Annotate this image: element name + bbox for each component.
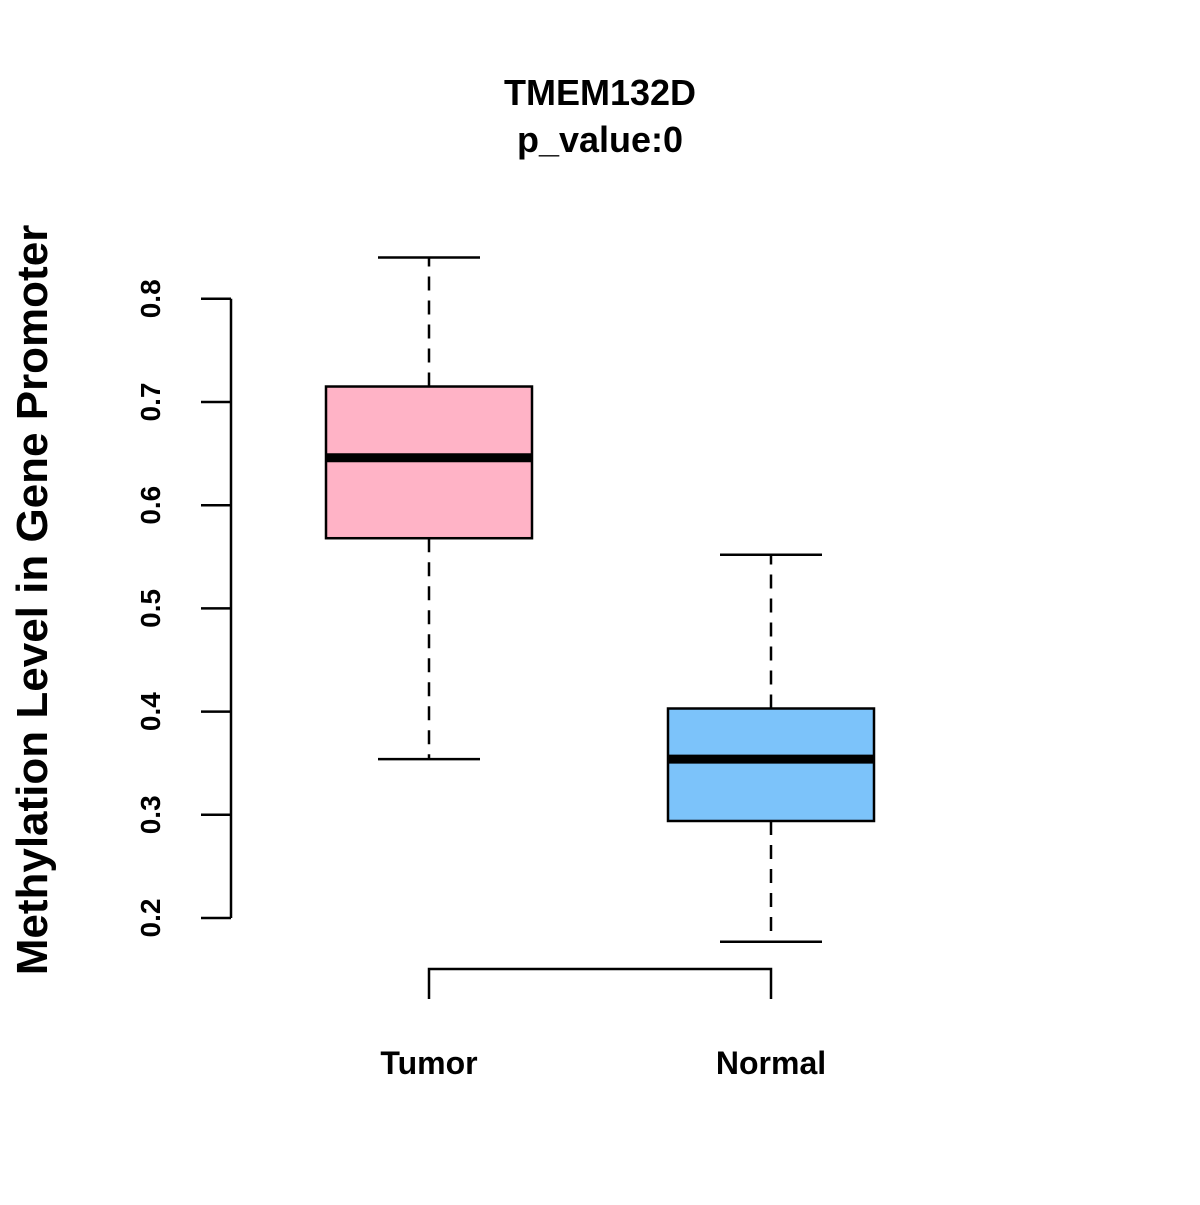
box-iqr: [666, 707, 876, 823]
y-tick-label: 0.6: [135, 486, 166, 525]
bracket-line: [427, 967, 773, 999]
y-axis-label: Methylation Level in Gene Promoter: [8, 225, 57, 976]
box-series: [324, 256, 876, 943]
y-tick-label: 0.8: [135, 279, 166, 318]
x-category-labels: Tumor Normal: [380, 1045, 826, 1081]
box-tumor: [324, 256, 534, 761]
y-tick-label: 0.3: [135, 795, 166, 834]
box-iqr: [324, 385, 534, 540]
y-axis: 0.2 0.3 0.4 0.5 0.6 0.7 0.8: [135, 279, 233, 938]
y-tick-label: 0.5: [135, 589, 166, 628]
x-category-label-normal: Normal: [716, 1045, 826, 1081]
chart-subtitle: p_value:0: [517, 119, 683, 160]
comparison-bracket: [427, 967, 773, 999]
y-tick-label: 0.4: [135, 692, 166, 731]
chart-title: TMEM132D: [504, 72, 696, 113]
y-tick-label: 0.2: [135, 899, 166, 938]
box-normal: [666, 553, 876, 943]
x-category-label-tumor: Tumor: [380, 1045, 477, 1081]
y-tick-label: 0.7: [135, 383, 166, 422]
